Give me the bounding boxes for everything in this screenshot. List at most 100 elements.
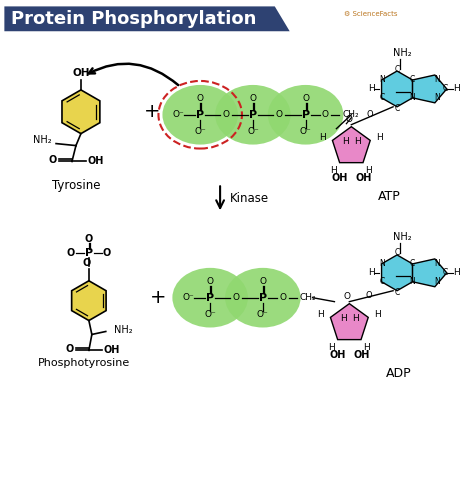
Text: P: P [206, 293, 214, 303]
Text: +: + [144, 102, 161, 122]
Polygon shape [4, 6, 290, 31]
Text: Phosphotyrosine: Phosphotyrosine [38, 358, 130, 368]
Text: O: O [367, 110, 374, 119]
Ellipse shape [225, 268, 301, 328]
Text: P: P [196, 110, 204, 120]
Text: P: P [85, 248, 93, 258]
Text: O⁻: O⁻ [204, 310, 216, 319]
Polygon shape [332, 127, 370, 163]
Text: O: O [322, 110, 329, 119]
Text: N: N [410, 278, 415, 286]
Text: O: O [103, 248, 111, 258]
Text: NH₂: NH₂ [114, 326, 132, 335]
Text: N: N [379, 260, 385, 268]
Polygon shape [382, 71, 412, 107]
Text: H: H [319, 133, 326, 142]
Text: H: H [352, 314, 359, 323]
Text: O: O [344, 292, 351, 301]
Text: O: O [302, 94, 309, 104]
Text: OH: OH [88, 156, 104, 167]
Text: O⁻: O⁻ [257, 310, 269, 319]
Ellipse shape [173, 268, 248, 328]
Text: OH: OH [353, 350, 369, 360]
Text: H: H [340, 314, 347, 323]
Text: O: O [259, 278, 266, 286]
Ellipse shape [163, 85, 238, 144]
Text: Protein Phosphorylation: Protein Phosphorylation [11, 10, 257, 28]
Text: OH: OH [331, 174, 347, 183]
Text: Tyrosine: Tyrosine [52, 179, 100, 192]
Text: CH₂: CH₂ [342, 110, 359, 119]
Text: +: + [150, 288, 167, 307]
Text: O: O [66, 345, 74, 354]
Text: C: C [410, 75, 415, 85]
Text: H: H [318, 310, 324, 319]
Text: H: H [365, 166, 372, 175]
Text: C: C [379, 278, 384, 286]
Text: NH₂: NH₂ [34, 135, 52, 145]
Text: OH: OH [72, 68, 90, 78]
Text: O: O [275, 110, 282, 119]
Text: P: P [249, 110, 257, 120]
Text: O: O [366, 291, 373, 300]
Text: N: N [434, 93, 440, 103]
Text: OH: OH [329, 350, 346, 360]
Text: O: O [207, 278, 214, 286]
Text: OH: OH [104, 346, 120, 355]
Polygon shape [62, 90, 100, 134]
Text: N: N [434, 75, 440, 85]
Text: O⁻: O⁻ [173, 110, 184, 119]
Text: P: P [301, 110, 310, 120]
Ellipse shape [215, 85, 291, 144]
Text: N: N [434, 260, 440, 268]
Text: H: H [328, 343, 335, 352]
Text: O: O [49, 156, 57, 166]
Text: ADP: ADP [386, 367, 412, 380]
Text: NH₂: NH₂ [393, 48, 411, 58]
Text: N: N [410, 93, 415, 103]
Text: C: C [442, 85, 447, 93]
Text: C: C [394, 104, 400, 113]
Text: O: O [346, 115, 353, 124]
Text: H: H [453, 268, 460, 278]
Text: N: N [379, 75, 385, 85]
Text: O⁻: O⁻ [300, 127, 311, 136]
Text: P: P [259, 293, 267, 303]
Text: H: H [330, 166, 337, 175]
Text: C: C [394, 248, 400, 258]
Text: OH: OH [355, 174, 372, 183]
Text: N: N [434, 278, 440, 286]
Text: O: O [279, 293, 286, 302]
Text: C: C [394, 65, 400, 73]
Text: C: C [394, 288, 400, 297]
Text: O: O [233, 293, 239, 302]
Polygon shape [412, 75, 447, 103]
Polygon shape [382, 255, 412, 291]
Text: O: O [197, 94, 204, 104]
Text: ATP: ATP [378, 191, 401, 203]
Text: Kinase: Kinase [230, 192, 269, 205]
Polygon shape [72, 281, 106, 321]
Text: O⁻: O⁻ [247, 127, 259, 136]
Text: H: H [453, 85, 460, 93]
Text: H: H [342, 137, 349, 146]
Text: C: C [442, 268, 447, 278]
Ellipse shape [268, 85, 343, 144]
Text: O: O [67, 248, 75, 258]
Text: H: H [368, 268, 374, 278]
Text: NH₂: NH₂ [393, 232, 411, 242]
Text: H: H [354, 137, 361, 146]
Text: H: H [374, 310, 381, 319]
Text: O: O [249, 94, 256, 104]
Text: C: C [410, 260, 415, 268]
Text: H: H [364, 343, 370, 352]
Text: H: H [368, 85, 374, 93]
Polygon shape [330, 304, 368, 340]
Text: ⚙ ScienceFacts: ⚙ ScienceFacts [345, 11, 398, 17]
Text: O⁻: O⁻ [182, 293, 194, 302]
Text: C: C [379, 93, 384, 103]
Text: H: H [376, 133, 383, 142]
Text: O: O [223, 110, 229, 119]
Text: O: O [85, 234, 93, 244]
Text: O⁻: O⁻ [194, 127, 206, 136]
